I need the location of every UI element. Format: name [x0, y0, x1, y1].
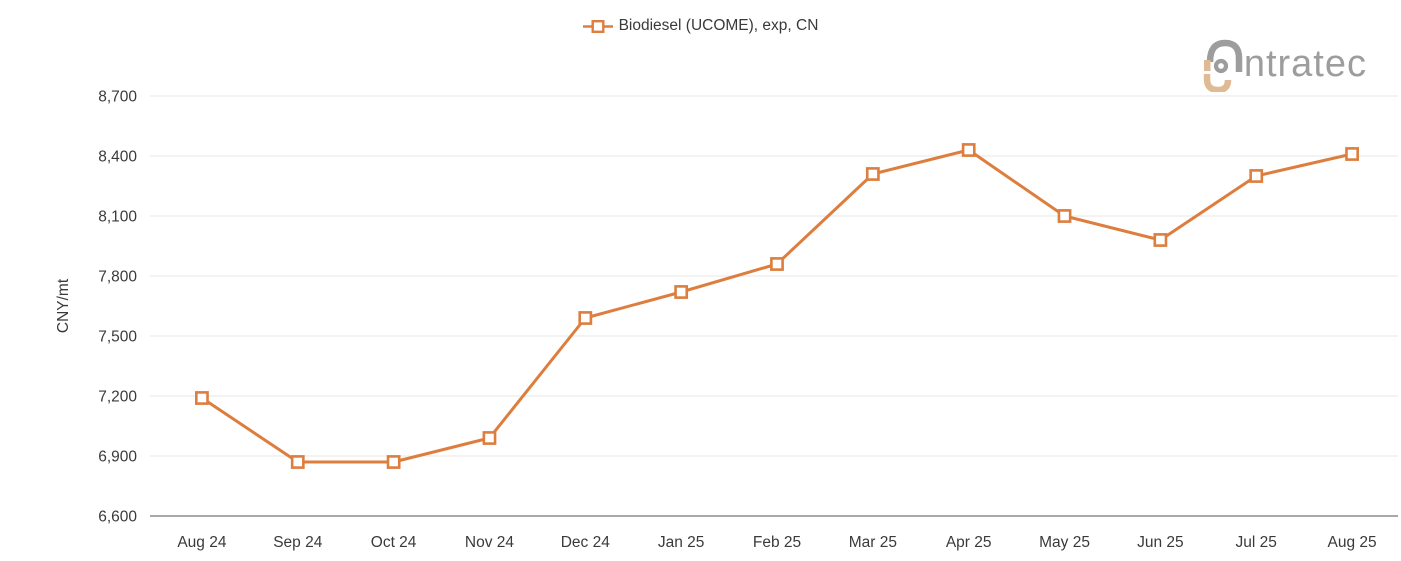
x-tick-label-may-25: May 25 [1039, 534, 1090, 551]
y-tick-label: 7,200 [98, 389, 137, 406]
x-tick-label-feb-25: Feb 25 [753, 534, 801, 551]
data-point-jul-25[interactable] [1249, 169, 1264, 183]
x-tick-label-apr-25: Apr 25 [946, 534, 992, 551]
y-tick-label: 7,500 [98, 329, 137, 346]
series-line-biodiesel [201, 148, 1353, 464]
legend-label: Biodiesel (UCOME), exp, CN [618, 17, 819, 34]
x-tick-label-aug-25: Aug 25 [1328, 534, 1377, 551]
x-tick-label-nov-24: Nov 24 [465, 534, 514, 551]
y-tick-label: 8,100 [98, 209, 137, 226]
intratec-logo-icon [1203, 39, 1243, 92]
x-tick-label-jul-25: Jul 25 [1236, 534, 1277, 551]
data-point-apr-25[interactable] [961, 143, 976, 157]
legend-item-biodiesel[interactable]: Biodiesel (UCOME), exp, CN [0, 17, 1401, 35]
x-tick-label-aug-24: Aug 24 [177, 534, 227, 551]
data-point-jun-25[interactable] [1153, 233, 1168, 247]
y-tick-label: 7,800 [98, 269, 137, 286]
y-tick-label: 8,700 [98, 89, 137, 106]
data-point-aug-24[interactable] [195, 391, 209, 405]
intratec-logo: ntratec [1198, 36, 1367, 92]
data-point-feb-25[interactable] [770, 257, 784, 271]
intratec-logo-text: ntratec [1243, 43, 1367, 85]
x-tick-label-mar-25: Mar 25 [849, 534, 897, 551]
y-tick-label: 6,600 [98, 509, 137, 526]
y-tick-label: 6,900 [98, 449, 137, 466]
data-point-sep-24[interactable] [290, 455, 305, 469]
x-tick-label-jan-25: Jan 25 [658, 534, 705, 551]
data-point-nov-24[interactable] [482, 431, 497, 445]
data-point-aug-25[interactable] [1345, 147, 1359, 161]
data-point-oct-24[interactable] [386, 455, 401, 469]
data-point-mar-25[interactable] [865, 167, 880, 181]
x-tick-label-oct-24: Oct 24 [371, 534, 417, 551]
x-tick-label-dec-24: Dec 24 [561, 534, 610, 551]
x-tick-label-jun-25: Jun 25 [1137, 534, 1184, 551]
y-tick-label: 8,400 [98, 149, 137, 166]
data-point-dec-24[interactable] [578, 311, 593, 325]
x-tick-label-sep-24: Sep 24 [273, 534, 323, 551]
legend-marker-icon [582, 19, 613, 33]
data-point-jan-25[interactable] [674, 285, 689, 299]
data-point-may-25[interactable] [1057, 209, 1072, 223]
